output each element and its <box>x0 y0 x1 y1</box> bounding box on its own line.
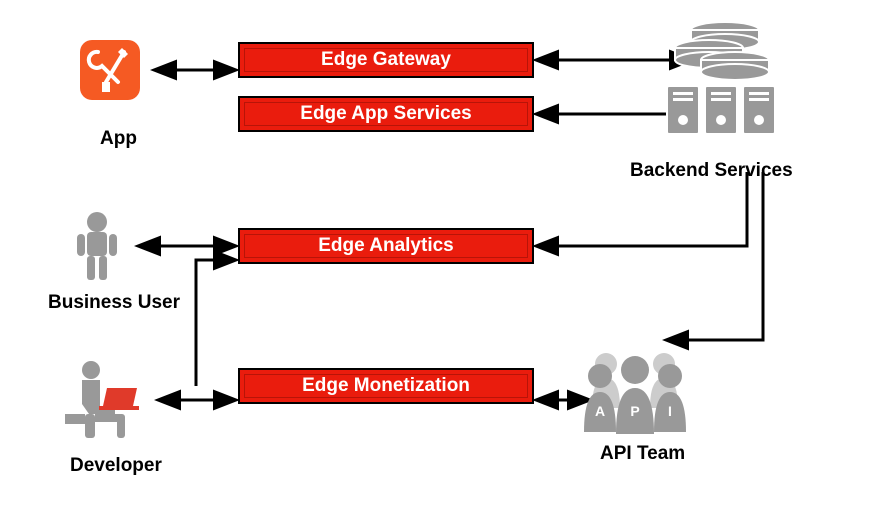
business-user-label: Business User <box>48 292 180 314</box>
edge-api_team-to-backend <box>668 172 763 340</box>
edge-app-services-label: Edge App Services <box>300 103 471 125</box>
edge-monetization-label: Edge Monetization <box>302 375 470 397</box>
app-label: App <box>100 128 137 150</box>
business-user-icon <box>69 210 125 282</box>
edge-developer-to-analytics <box>196 260 234 386</box>
developer-icon <box>65 360 155 440</box>
edge-monetization-box: Edge Monetization <box>238 368 534 404</box>
api-team-label: API Team <box>600 443 685 465</box>
edge-gateway-label: Edge Gateway <box>321 49 451 71</box>
backend-services-icon <box>655 20 785 140</box>
api-team-icon: A P I <box>580 346 690 434</box>
backend-services-label: Backend Services <box>630 160 793 182</box>
svg-text:I: I <box>668 403 672 419</box>
app-icon <box>78 38 142 102</box>
edge-analytics-label: Edge Analytics <box>318 235 454 257</box>
developer-label: Developer <box>70 455 162 477</box>
edge-app-services-box: Edge App Services <box>238 96 534 132</box>
svg-text:A: A <box>595 403 605 419</box>
edge-analytics-to-backend <box>538 172 747 246</box>
edge-analytics-box: Edge Analytics <box>238 228 534 264</box>
svg-text:P: P <box>630 403 639 419</box>
diagram-canvas: Edge Gateway Edge App Services Edge Anal… <box>0 0 885 517</box>
edge-gateway-box: Edge Gateway <box>238 42 534 78</box>
